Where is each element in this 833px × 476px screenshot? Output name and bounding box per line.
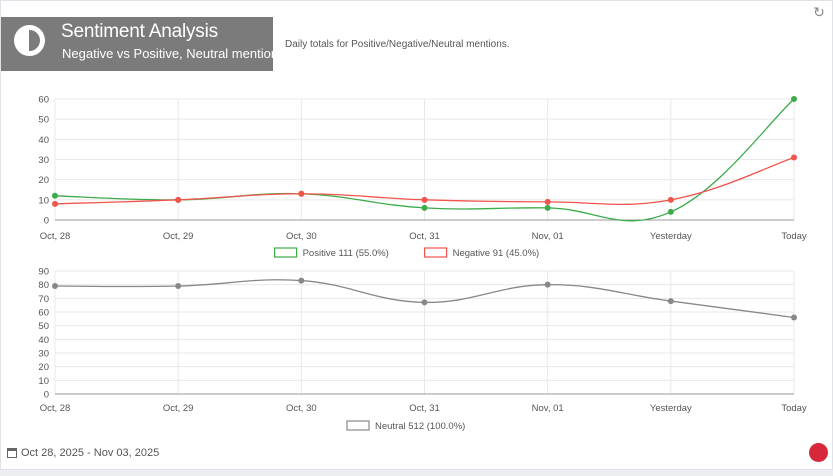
y-tick-label: 20	[38, 175, 49, 186]
half-circle-icon	[14, 25, 45, 56]
x-tick-label: Today	[781, 403, 807, 414]
data-point[interactable]	[52, 192, 58, 199]
legend-swatch[interactable]	[424, 247, 448, 258]
x-tick-label: Oct, 30	[286, 231, 317, 242]
y-tick-label: 30	[38, 155, 49, 166]
data-point[interactable]	[544, 281, 551, 288]
data-point[interactable]	[52, 200, 58, 207]
data-point[interactable]	[544, 204, 551, 211]
data-point[interactable]	[298, 190, 305, 197]
x-tick-label: Today	[781, 231, 807, 242]
data-point[interactable]	[791, 314, 797, 321]
y-tick-label: 40	[38, 335, 49, 346]
data-point[interactable]	[175, 283, 182, 290]
widget-header: Sentiment Analysis Negative vs Positive,…	[1, 17, 273, 71]
brand-logo-icon	[809, 443, 828, 462]
data-point[interactable]	[175, 196, 182, 203]
calendar-icon	[7, 448, 17, 458]
y-tick-label: 50	[38, 321, 49, 332]
data-point[interactable]	[421, 204, 428, 211]
data-point[interactable]	[791, 154, 797, 161]
date-range[interactable]: Oct 28, 2025 - Nov 03, 2025	[7, 447, 159, 459]
x-tick-label: Oct, 30	[286, 403, 317, 414]
x-tick-label: Oct, 28	[40, 231, 71, 242]
y-tick-label: 40	[38, 135, 49, 146]
sentiment-line-chart: 0 10 20 30 40 50 60 Oct, 28 Oct, 29 Oct, 30 Oct, 3…	[38, 95, 807, 260]
data-point[interactable]	[52, 283, 58, 290]
data-point[interactable]	[544, 198, 551, 205]
y-tick-label: 70	[38, 294, 49, 305]
x-tick-label: Oct, 31	[409, 403, 440, 414]
y-tick-label: 10	[38, 376, 49, 387]
legend-label[interactable]: Positive 111 (55.0%)	[303, 248, 389, 259]
y-tick-label: 0	[44, 216, 49, 227]
legend-label[interactable]: Neutral 512 (100.0%)	[375, 421, 465, 432]
x-tick-label: Oct, 29	[163, 231, 194, 242]
legend-swatch[interactable]	[274, 247, 298, 258]
legend-swatch[interactable]	[346, 420, 370, 431]
data-point[interactable]	[298, 277, 305, 284]
x-tick-label: Oct, 31	[409, 231, 440, 242]
x-tick-label: Yesterday	[650, 231, 692, 242]
x-tick-label: Nov, 01	[532, 231, 564, 242]
y-tick-label: 30	[38, 349, 49, 360]
y-tick-label: 50	[38, 115, 49, 126]
widget-subtitle: Negative vs Positive, Neutral mentions	[62, 46, 273, 61]
y-tick-label: 60	[38, 308, 49, 319]
x-tick-label: Yesterday	[650, 403, 692, 414]
date-range-label: Oct 28, 2025 - Nov 03, 2025	[21, 447, 160, 459]
x-tick-label: Oct, 28	[40, 403, 71, 414]
x-tick-label: Oct, 29	[163, 403, 194, 414]
refresh-icon[interactable]: ↻	[813, 4, 825, 20]
data-point[interactable]	[421, 196, 428, 203]
data-point[interactable]	[667, 208, 674, 215]
data-point[interactable]	[667, 298, 674, 305]
x-tick-label: Nov, 01	[532, 403, 564, 414]
y-tick-label: 80	[38, 280, 49, 291]
y-tick-label: 60	[38, 95, 49, 106]
y-tick-label: 10	[38, 195, 49, 206]
legend-label[interactable]: Negative 91 (45.0%)	[453, 248, 540, 259]
data-point[interactable]	[421, 299, 428, 306]
y-tick-label: 20	[38, 362, 49, 373]
neutral-line-chart: 0 10 20 30 40 50 60 70 80 90 Oct, 28 Oct, 29 Oct, 30…	[38, 267, 807, 433]
widget-title: Sentiment Analysis	[61, 21, 218, 42]
y-tick-label: 90	[38, 267, 49, 278]
data-point[interactable]	[791, 96, 797, 102]
y-tick-label: 0	[44, 390, 49, 401]
data-point[interactable]	[667, 196, 674, 203]
widget-description: Daily totals for Positive/Negative/Neutr…	[285, 39, 510, 50]
